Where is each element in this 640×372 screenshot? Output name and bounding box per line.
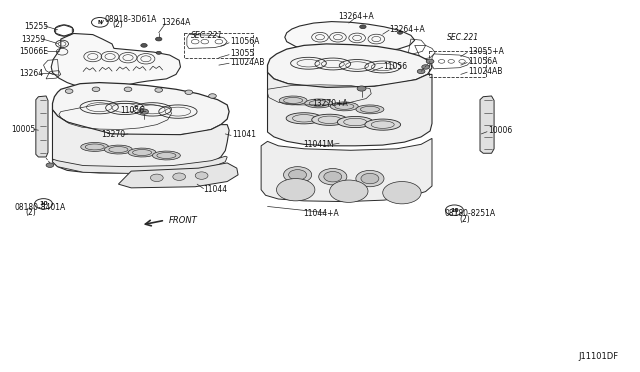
Circle shape <box>289 170 307 180</box>
Circle shape <box>397 31 403 34</box>
Text: 13264+A: 13264+A <box>389 25 425 33</box>
Polygon shape <box>152 151 180 160</box>
Text: 11056: 11056 <box>120 106 145 115</box>
Text: 10: 10 <box>450 208 459 213</box>
Text: 11024AB: 11024AB <box>468 67 503 76</box>
Polygon shape <box>128 148 156 157</box>
Polygon shape <box>365 119 401 130</box>
Circle shape <box>156 37 162 41</box>
Circle shape <box>124 87 132 92</box>
Circle shape <box>46 163 54 167</box>
Text: 13264+A: 13264+A <box>338 12 374 21</box>
Circle shape <box>357 86 366 91</box>
Text: 15066E: 15066E <box>19 47 48 56</box>
Polygon shape <box>51 33 180 90</box>
Circle shape <box>330 180 368 202</box>
Circle shape <box>365 46 371 50</box>
Circle shape <box>276 179 315 201</box>
Text: 11056A: 11056A <box>468 57 498 66</box>
Text: 11044+A: 11044+A <box>303 209 339 218</box>
Circle shape <box>339 49 346 53</box>
Circle shape <box>140 109 148 114</box>
Circle shape <box>150 174 163 182</box>
Polygon shape <box>480 96 494 153</box>
Circle shape <box>35 199 52 209</box>
Polygon shape <box>36 96 48 157</box>
Polygon shape <box>52 83 229 136</box>
Circle shape <box>356 170 384 187</box>
Circle shape <box>65 89 73 93</box>
Circle shape <box>417 69 425 74</box>
Text: 08918-3D61A: 08918-3D61A <box>104 15 157 24</box>
Text: 11056: 11056 <box>383 62 407 71</box>
Text: (2): (2) <box>26 208 36 217</box>
Text: 13264A: 13264A <box>161 18 191 27</box>
Polygon shape <box>337 116 373 128</box>
Polygon shape <box>312 114 348 125</box>
Circle shape <box>445 205 463 215</box>
Text: 08180-8251A: 08180-8251A <box>445 209 496 218</box>
Text: 13055+A: 13055+A <box>468 47 504 56</box>
Circle shape <box>284 167 312 183</box>
Circle shape <box>422 65 429 69</box>
Circle shape <box>383 182 421 204</box>
Text: 13270+A: 13270+A <box>312 99 348 108</box>
Text: 10005: 10005 <box>12 125 36 134</box>
Text: 11056A: 11056A <box>230 37 260 46</box>
Text: 11044: 11044 <box>204 185 228 194</box>
Polygon shape <box>52 110 229 173</box>
Circle shape <box>155 88 163 92</box>
Circle shape <box>209 94 216 98</box>
Polygon shape <box>356 105 384 114</box>
Text: 11041M: 11041M <box>303 140 334 149</box>
Circle shape <box>319 169 347 185</box>
Circle shape <box>156 51 161 54</box>
Polygon shape <box>118 163 238 188</box>
Text: 10006: 10006 <box>488 126 513 135</box>
Text: FRONT: FRONT <box>168 216 197 225</box>
Circle shape <box>195 172 208 179</box>
Polygon shape <box>279 96 307 105</box>
Polygon shape <box>52 156 227 173</box>
Polygon shape <box>268 44 432 87</box>
Text: 15255: 15255 <box>24 22 49 31</box>
Text: J11101DF: J11101DF <box>579 352 618 361</box>
Text: 11041: 11041 <box>232 130 256 139</box>
Text: (2): (2) <box>460 215 470 224</box>
Circle shape <box>426 59 434 64</box>
Text: 13055: 13055 <box>230 49 255 58</box>
Text: 13259: 13259 <box>21 35 45 44</box>
Text: 10: 10 <box>39 201 48 206</box>
Text: SEC.221: SEC.221 <box>191 31 223 40</box>
Circle shape <box>141 44 147 47</box>
Polygon shape <box>81 142 109 151</box>
Circle shape <box>173 173 186 180</box>
Text: 11024AB: 11024AB <box>230 58 265 67</box>
Circle shape <box>360 25 366 29</box>
Text: (2): (2) <box>112 20 123 29</box>
Text: 08180-8401A: 08180-8401A <box>15 203 66 212</box>
Polygon shape <box>285 22 415 54</box>
Polygon shape <box>261 138 432 202</box>
Polygon shape <box>268 73 432 146</box>
Polygon shape <box>330 102 358 111</box>
Circle shape <box>324 171 342 182</box>
Polygon shape <box>286 113 322 124</box>
Text: SEC.221: SEC.221 <box>447 33 479 42</box>
Circle shape <box>92 17 108 27</box>
Polygon shape <box>104 145 132 154</box>
Text: N: N <box>97 20 102 25</box>
Circle shape <box>92 87 100 92</box>
Polygon shape <box>305 99 333 108</box>
Circle shape <box>185 90 193 94</box>
Text: 13264: 13264 <box>19 69 44 78</box>
Circle shape <box>361 173 379 184</box>
Text: 13270: 13270 <box>101 130 125 139</box>
